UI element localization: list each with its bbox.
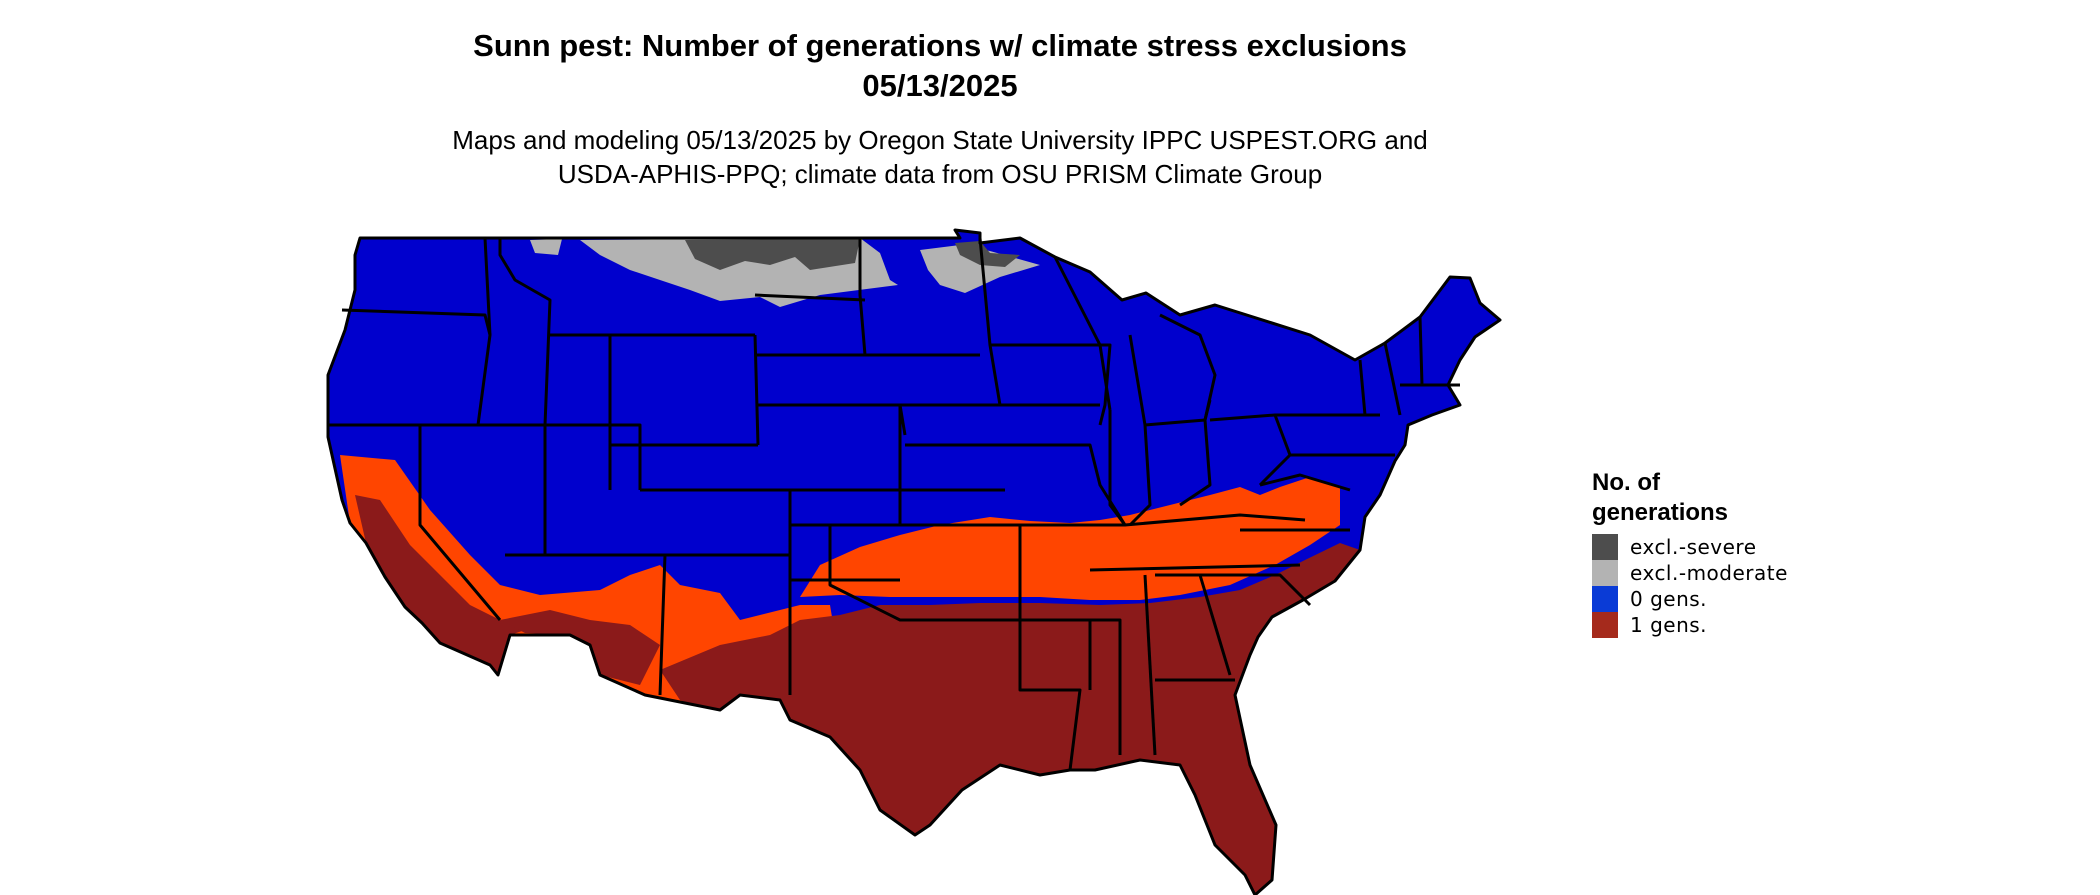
map-subtitle-line1: Maps and modeling 05/13/2025 by Oregon S… bbox=[452, 125, 1428, 155]
legend-title-line1: No. of bbox=[1592, 469, 1660, 496]
legend-items: excl.-severe excl.-moderate 0 gens. 1 ge… bbox=[1592, 534, 1788, 638]
excl-moderate-region-mt bbox=[530, 239, 562, 255]
one-gens-region-ca bbox=[355, 495, 525, 675]
excl-severe-region-mn bbox=[955, 241, 1020, 267]
map-subtitle-line2: USDA-APHIS-PPQ; climate data from OSU PR… bbox=[557, 159, 1323, 189]
excl-severe-region bbox=[685, 239, 860, 270]
legend-swatch bbox=[1592, 560, 1618, 586]
legend-label: 0 gens. bbox=[1630, 587, 1708, 611]
legend-swatch bbox=[1592, 534, 1618, 560]
us-map bbox=[326, 228, 1502, 895]
legend-item-zero-gens: 0 gens. bbox=[1592, 586, 1788, 612]
map-legend: No. of generations excl.-severe excl.-mo… bbox=[1592, 468, 1788, 638]
legend-label: excl.-severe bbox=[1630, 535, 1757, 559]
state-borders bbox=[326, 228, 1502, 895]
map-date: 05/13/2025 bbox=[862, 68, 1018, 103]
legend-item-excl-severe: excl.-severe bbox=[1592, 534, 1788, 560]
legend-item-excl-moderate: excl.-moderate bbox=[1592, 560, 1788, 586]
one-gens-region bbox=[660, 543, 1360, 895]
legend-label: 1 gens. bbox=[1630, 613, 1708, 637]
legend-title-line2: generations bbox=[1592, 499, 1729, 526]
legend-swatch bbox=[1592, 586, 1618, 612]
legend-label: excl.-moderate bbox=[1630, 561, 1788, 585]
transition-orange-band bbox=[800, 477, 1340, 600]
legend-swatch bbox=[1592, 612, 1618, 638]
map-title: Sunn pest: Number of generations w/ clim… bbox=[473, 28, 1407, 63]
legend-item-one-gens: 1 gens. bbox=[1592, 612, 1788, 638]
one-gens-region-az bbox=[500, 610, 660, 685]
